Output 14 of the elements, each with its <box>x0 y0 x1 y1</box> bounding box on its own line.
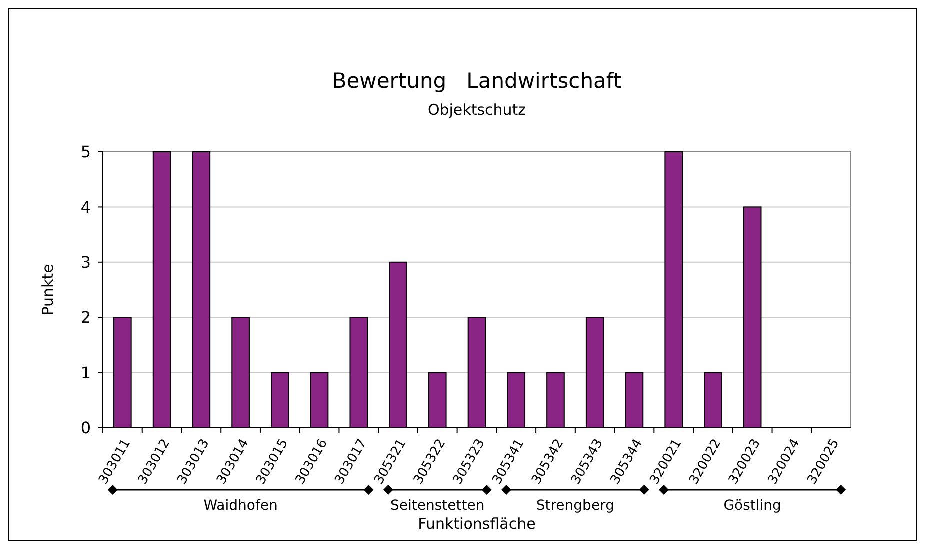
x-axis-title: Funktionsfläche <box>418 515 536 533</box>
text: Waidhofen <box>204 498 278 514</box>
y-axis-title: Punkte <box>39 264 57 316</box>
y-tick-label: 5 <box>80 142 91 162</box>
text: Seitenstetten <box>390 498 485 514</box>
chart-subtitle: Objektschutz <box>428 101 526 119</box>
y-tick-label: 2 <box>80 308 91 328</box>
text: Strengberg <box>536 498 614 514</box>
y-tick-label: 3 <box>80 253 91 272</box>
chart-title: Bewertung Landwirtschaft <box>332 69 622 93</box>
y-tick-label: 0 <box>80 418 91 438</box>
y-tick-label: 1 <box>80 363 91 382</box>
text: Göstling <box>724 498 782 514</box>
y-tick-label: 4 <box>80 198 91 217</box>
